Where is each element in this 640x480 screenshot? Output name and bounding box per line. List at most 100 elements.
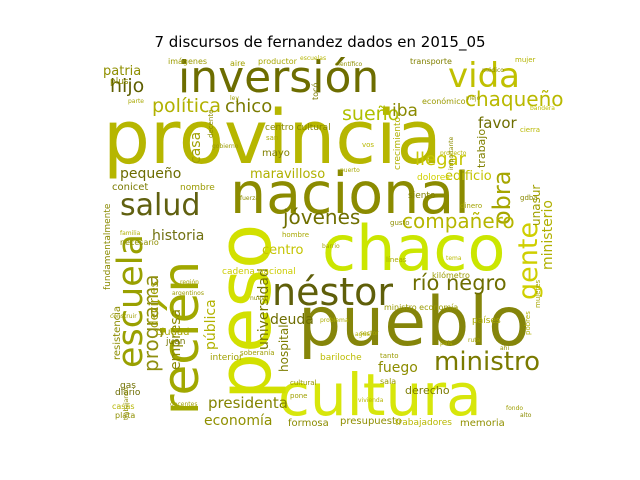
word-plata: plata: [115, 411, 135, 420]
word-cultura: cultura: [278, 361, 482, 429]
word-trabajando: trabajando: [123, 387, 130, 420]
word-interior: interior: [210, 353, 243, 363]
word-programa: programa: [139, 274, 163, 372]
word-cadena-nacional: cadena nacional: [222, 267, 296, 277]
word-diario: diario: [115, 388, 141, 398]
word-hijo: hijo: [110, 75, 144, 97]
word-ministro: ministro: [434, 347, 540, 377]
word-economico: económico: [422, 96, 466, 106]
word-trabajo: trabajo: [475, 129, 488, 168]
word-argentinos: argentinos: [172, 290, 204, 297]
word-empresa: empresa: [168, 309, 184, 370]
word-soberania: soberanía: [240, 349, 275, 357]
word-companero: compañero: [402, 209, 515, 233]
word-paises: países: [472, 316, 501, 326]
word-edificio: edificio: [445, 169, 492, 184]
word-presupuesto: presupuesto: [340, 416, 402, 427]
word-maravilloso: maravilloso: [250, 167, 325, 182]
word-cientifico: científico: [335, 61, 363, 68]
word-mayo: mayo: [262, 148, 290, 159]
word-chaqueno: chaqueño: [465, 87, 564, 111]
word-gente: gente: [513, 222, 544, 300]
word-chaco: chaco: [322, 212, 505, 285]
word-aire: aire: [230, 59, 245, 68]
word-san: san: [266, 134, 278, 142]
word-hospital: hospital: [277, 324, 291, 372]
word-tanto: tanto: [380, 352, 399, 360]
word-ruta: ruta: [468, 337, 481, 344]
word-presidenta: presidenta: [208, 394, 288, 412]
word-dolores: dolores: [417, 173, 450, 183]
word-parte: parte: [128, 98, 144, 105]
cloud-background: [97, 54, 553, 427]
word-ministerio: ministerio: [540, 200, 556, 270]
word-formosa: formosa: [288, 418, 329, 429]
word-fundamentalmente: fundamentalmente: [103, 203, 113, 290]
word-juan: juan: [165, 337, 185, 347]
word-docentes: docentes: [170, 401, 197, 408]
word-nacional: nacional: [230, 161, 470, 227]
word-deuda: deuda: [270, 312, 314, 328]
word-jovenes: jóvenes: [282, 205, 360, 229]
word-importante: importante: [448, 136, 455, 170]
word-politica: política: [152, 95, 221, 117]
word-necesario: necesario: [120, 238, 159, 247]
word-ley: ley: [230, 95, 239, 102]
chart-title: 7 discursos de fernandez dados en 2015_0…: [154, 33, 486, 51]
word-memoria: memoria: [460, 418, 505, 429]
word-transporte: transporte: [410, 57, 452, 66]
word-region: región: [180, 279, 199, 286]
word-plus: plus: [110, 77, 129, 87]
word-peso: peso: [202, 224, 288, 400]
word-centro-cultural: centro cultural: [265, 123, 331, 133]
word-proyecto: proyecto: [440, 150, 467, 157]
word-kilometro: kilómetro: [432, 270, 470, 280]
word-barrio: barrio: [322, 243, 340, 250]
word-layer: provinciapueblonacionalculturachacopesoi…: [103, 52, 564, 429]
word-escuelas: escuelas: [300, 55, 326, 62]
word-bandera: bandera: [530, 105, 555, 112]
word-construir: construir: [110, 313, 137, 320]
word-sala: sala: [380, 377, 396, 386]
word-gusto: gusto: [390, 219, 410, 227]
word-universidad: universidad: [256, 268, 272, 350]
word-gobierno: gobierno: [212, 143, 239, 150]
word-llegar: llegar: [415, 149, 467, 170]
word-escuela: escuela: [111, 234, 151, 368]
word-ministro-economia: ministro economía: [384, 303, 458, 312]
word-historia: historia: [152, 228, 204, 244]
word-provincia: provincia: [103, 95, 442, 181]
word-imagenes: imágenes: [168, 57, 207, 66]
word-recien: recién: [152, 261, 210, 415]
word-nuevo: nuevo: [250, 295, 269, 302]
word-ciudad: ciudad: [156, 327, 189, 338]
word-mujeres: mujeres: [534, 279, 542, 308]
word-iba: iba: [392, 101, 418, 121]
word-siento: siento: [408, 191, 436, 201]
word-favor: favor: [478, 114, 518, 132]
word-casa: casa: [188, 132, 204, 164]
word-decirles: decirles: [147, 281, 161, 328]
word-toco: tocó: [310, 83, 320, 100]
word-resistencia: resistencia: [112, 306, 123, 360]
word-sueno: sueño: [342, 103, 399, 125]
word-viejo: viejo: [466, 95, 481, 102]
word-nestor: néstor: [272, 270, 393, 314]
word-pone: pone: [290, 392, 307, 400]
word-productor: productor: [258, 57, 298, 66]
word-ahi: ahí: [500, 345, 509, 352]
word-fuerza: fuerza: [240, 195, 259, 202]
word-alto: alto: [520, 412, 532, 419]
word-publica: pública: [203, 299, 219, 350]
word-puerto: puerto: [340, 167, 360, 174]
word-decente: decente: [207, 110, 215, 138]
word-familia: familia: [120, 230, 141, 237]
word-fondo: fondo: [506, 405, 523, 412]
word-trabajadores: trabajadores: [395, 418, 452, 428]
word-cierra: cierra: [520, 126, 540, 134]
word-hombre: hombre: [282, 231, 309, 239]
word-inversion: inversión: [178, 52, 379, 103]
word-economia: economía: [204, 413, 272, 429]
word-conicet: conicet: [112, 182, 148, 193]
